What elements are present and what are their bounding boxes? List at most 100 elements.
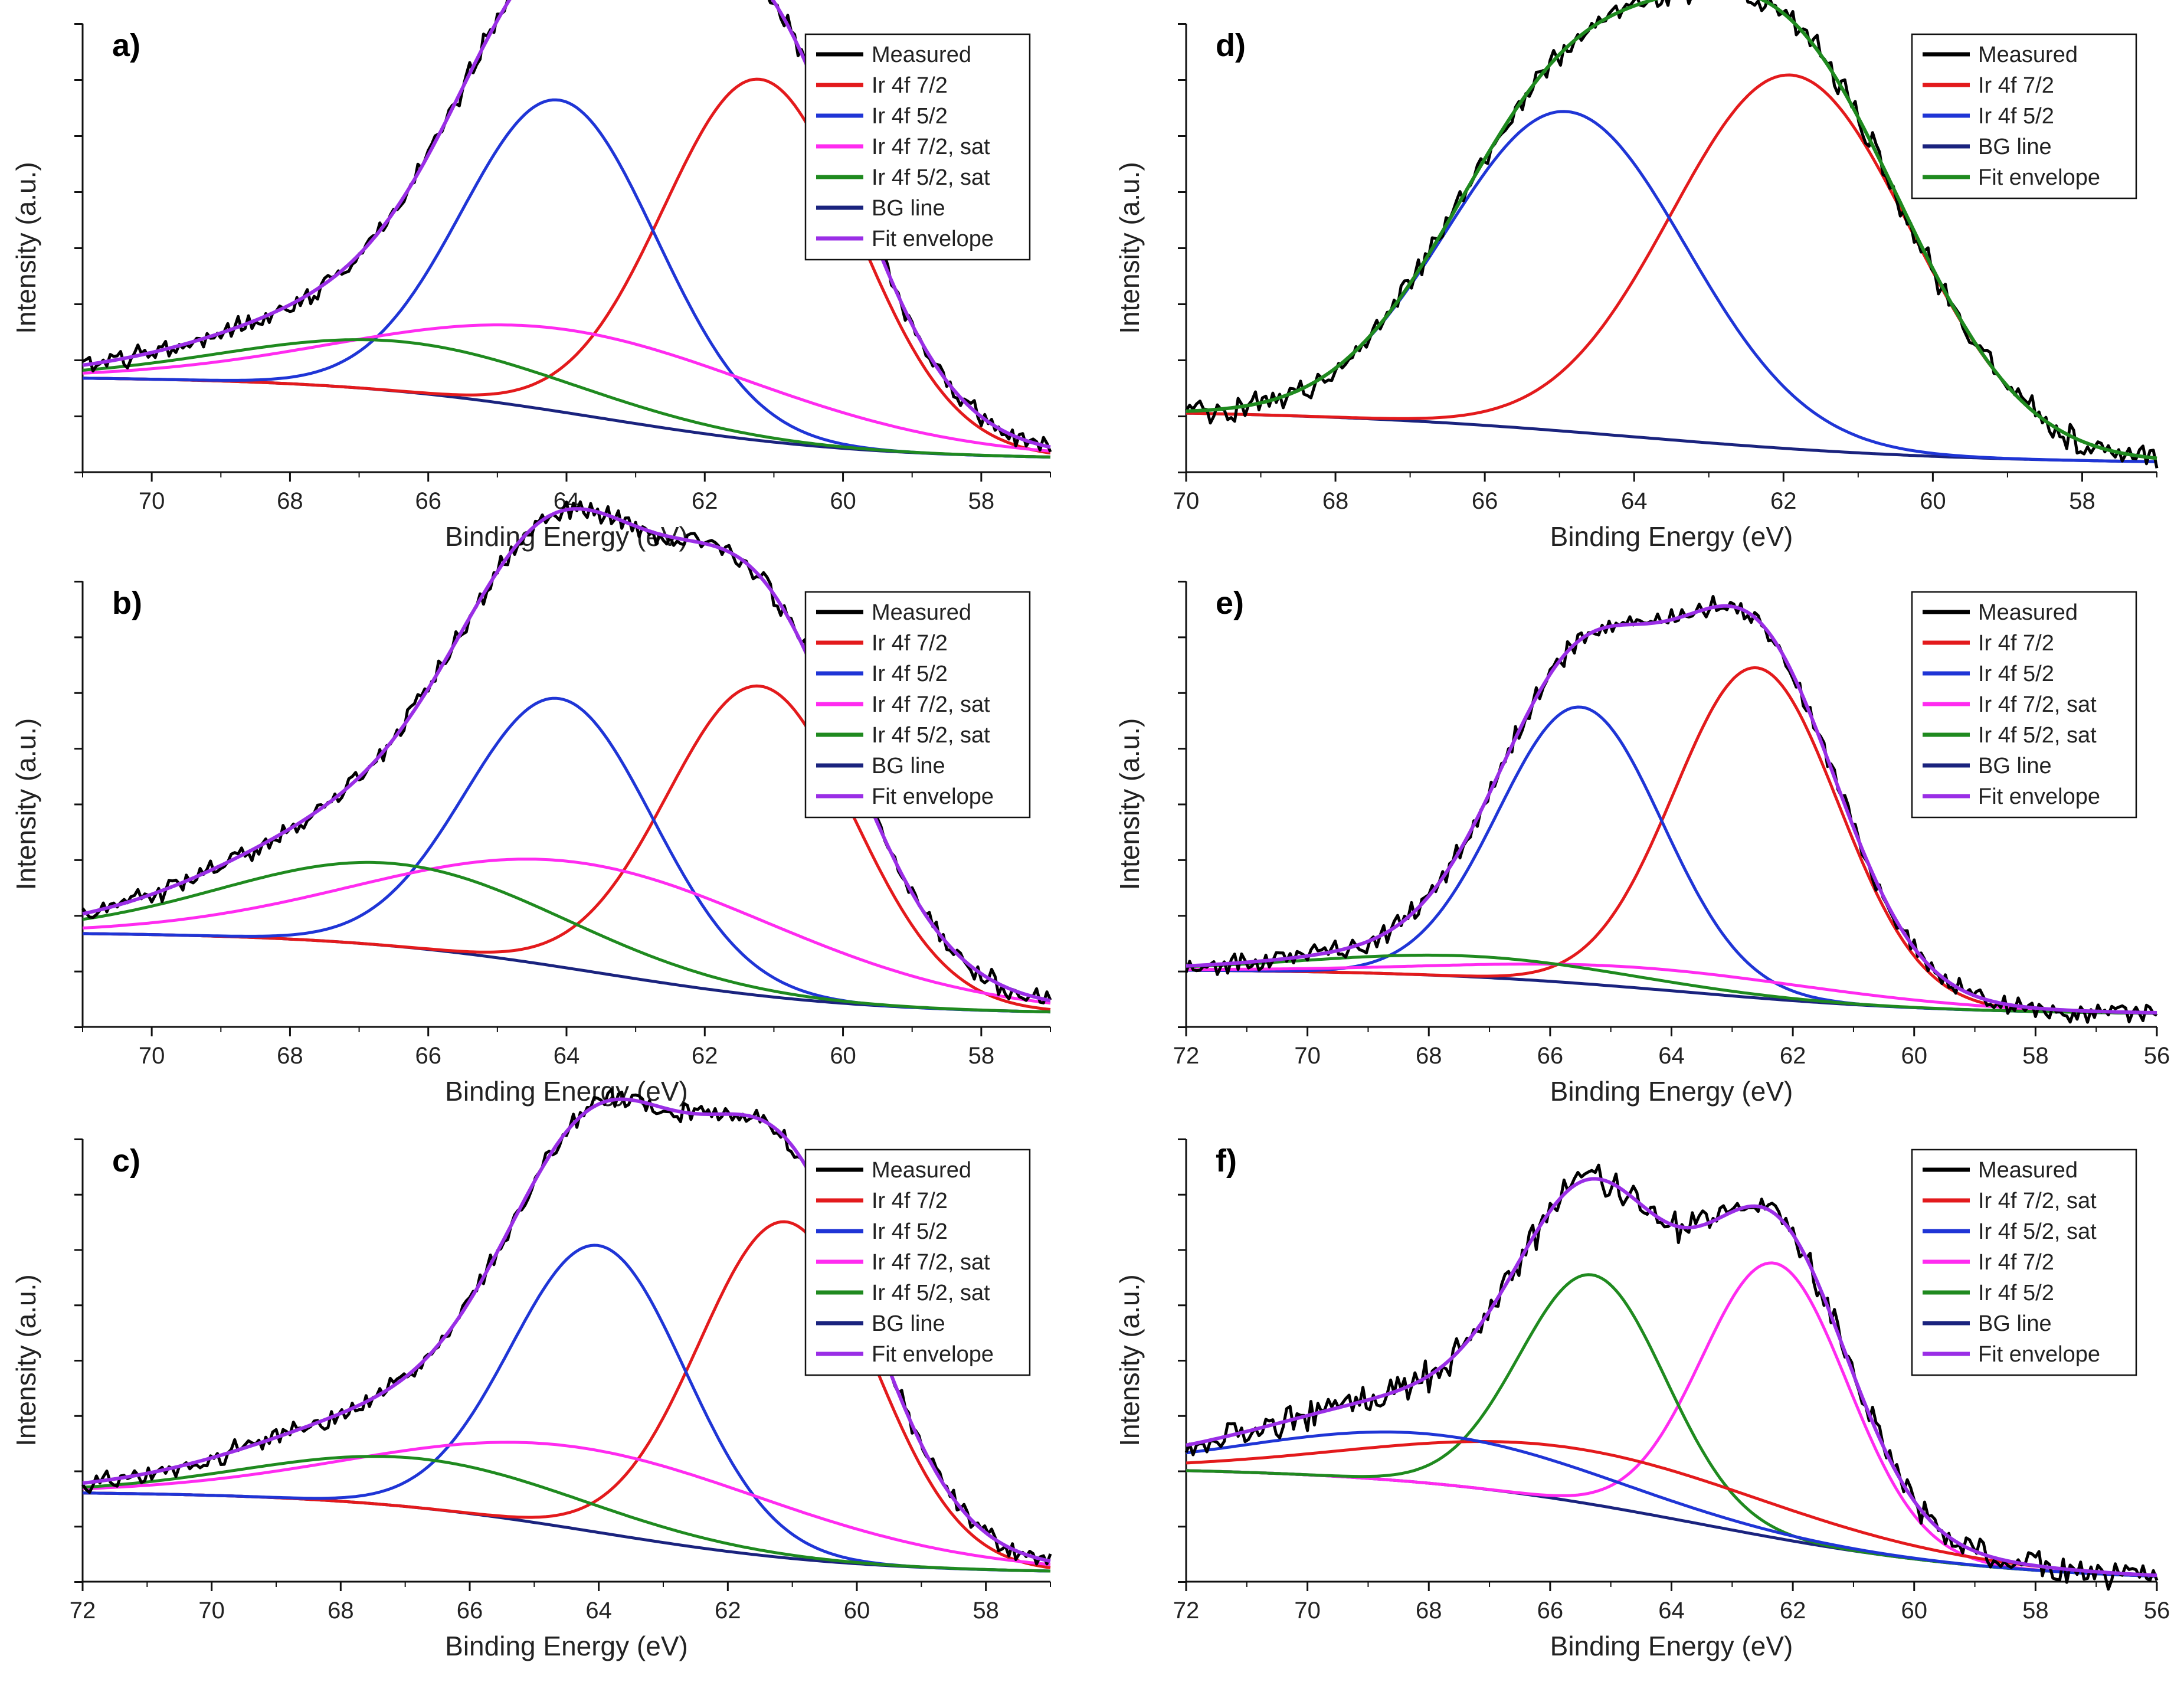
series-ir-4f-7-2 bbox=[82, 77, 1051, 455]
x-tick-label: 62 bbox=[1780, 1043, 1806, 1069]
legend-label: BG line bbox=[1978, 754, 2052, 778]
x-tick-label: 60 bbox=[830, 488, 856, 514]
series-ir-4f-5-2-sat bbox=[1186, 953, 2157, 1015]
series-ir-4f-7-2-sat bbox=[82, 858, 1051, 1005]
panel-label: a) bbox=[112, 28, 140, 63]
series-ir-4f-7-2-sat bbox=[82, 1441, 1051, 1566]
x-axis-title: Binding Energy (eV) bbox=[1550, 521, 1793, 552]
legend-label: Ir 4f 7/2 bbox=[872, 73, 948, 98]
legend-label: BG line bbox=[872, 754, 945, 778]
x-tick-label: 70 bbox=[198, 1598, 225, 1624]
legend-label: Ir 4f 7/2 bbox=[872, 1189, 948, 1213]
y-axis-title: Intensity (a.u.) bbox=[1114, 162, 1145, 333]
legend-label: Ir 4f 5/2 bbox=[872, 1219, 948, 1244]
x-tick-label: 56 bbox=[2144, 1598, 2170, 1624]
legend-label: Ir 4f 7/2, sat bbox=[1978, 1189, 2097, 1213]
series-fit-envelope bbox=[82, 507, 1051, 1003]
x-tick-label: 62 bbox=[1770, 488, 1797, 514]
legend-label: Fit envelope bbox=[1978, 165, 2100, 190]
x-tick-label: 72 bbox=[1173, 1043, 1200, 1069]
y-axis-title: Intensity (a.u.) bbox=[1114, 718, 1145, 890]
legend-label: Measured bbox=[872, 1158, 971, 1183]
x-tick-label: 72 bbox=[70, 1598, 96, 1624]
x-tick-label: 66 bbox=[457, 1598, 483, 1624]
series-ir-4f-5-2-sat bbox=[82, 338, 1051, 459]
legend: Measured Ir 4f 7/2, sat Ir 4f 5/2, sat Ir 4… bbox=[1911, 1148, 2137, 1376]
x-tick-label: 58 bbox=[968, 1043, 995, 1069]
x-tick-label: 68 bbox=[1322, 488, 1349, 514]
legend-label: Ir 4f 5/2, sat bbox=[872, 1281, 990, 1305]
legend-label: Ir 4f 5/2 bbox=[872, 662, 948, 686]
series-ir-4f-7-2-sat bbox=[1186, 1440, 2157, 1577]
x-tick-label: 58 bbox=[973, 1598, 999, 1624]
series-fit-envelope bbox=[1186, 0, 2157, 460]
legend-label: Ir 4f 5/2, sat bbox=[872, 165, 990, 190]
legend-label: Ir 4f 7/2 bbox=[1978, 631, 2054, 656]
x-tick-label: 64 bbox=[1621, 488, 1648, 514]
legend-label: Measured bbox=[1978, 42, 2078, 67]
x-tick-label: 68 bbox=[277, 488, 303, 514]
x-tick-label: 62 bbox=[692, 1043, 718, 1069]
legend-label: Ir 4f 5/2, sat bbox=[1978, 723, 2097, 748]
legend-label: Measured bbox=[872, 600, 971, 625]
legend-label: BG line bbox=[1978, 1311, 2052, 1336]
x-tick-label: 72 bbox=[1173, 1598, 1200, 1624]
x-tick-label: 66 bbox=[1537, 1598, 1564, 1624]
legend-label: Measured bbox=[1978, 600, 2078, 625]
legend-label: Ir 4f 5/2 bbox=[1978, 104, 2054, 129]
x-tick-label: 64 bbox=[554, 1043, 580, 1069]
x-tick-label: 64 bbox=[585, 1598, 612, 1624]
series-bg-line bbox=[82, 377, 1051, 459]
x-tick-label: 68 bbox=[1416, 1598, 1442, 1624]
x-tick-label: 62 bbox=[692, 488, 718, 514]
x-tick-label: 70 bbox=[139, 488, 165, 514]
legend-label: Measured bbox=[872, 42, 971, 67]
x-tick-label: 66 bbox=[415, 1043, 441, 1069]
x-axis-title: Binding Energy (eV) bbox=[445, 521, 688, 552]
panel-label: f) bbox=[1216, 1143, 1237, 1179]
legend-label: Ir 4f 5/2 bbox=[1978, 1281, 2054, 1305]
legend-label: Ir 4f 7/2, sat bbox=[872, 692, 990, 717]
panel-label: e) bbox=[1216, 585, 1244, 621]
x-tick-label: 60 bbox=[1920, 488, 1946, 514]
legend-label: Ir 4f 7/2 bbox=[1978, 1250, 2054, 1275]
x-tick-label: 70 bbox=[1294, 1043, 1321, 1069]
panel-e: 72 70 68 66 64 62 60 58 56 Binding Energy (eV) Int… bbox=[1114, 581, 2170, 1107]
y-axis-title: Intensity (a.u.) bbox=[11, 718, 41, 890]
legend-label: Measured bbox=[1978, 1158, 2078, 1183]
series-bg-line bbox=[82, 1491, 1051, 1573]
panel-b: 70 68 66 64 62 60 58 Binding Energy (eV) Intensi… bbox=[11, 500, 1052, 1107]
y-axis-title: Intensity (a.u.) bbox=[11, 162, 41, 333]
legend: Measured Ir 4f 7/2 Ir 4f 5/2 Ir 4f 7/2, sat… bbox=[804, 1148, 1031, 1376]
legend-label: Ir 4f 7/2 bbox=[1978, 73, 2054, 98]
series-bg-line bbox=[1186, 411, 2157, 463]
series-ir-4f-5-2-sat bbox=[1186, 1430, 2157, 1578]
x-tick-label: 60 bbox=[1901, 1043, 1928, 1069]
x-axis-title: Binding Energy (eV) bbox=[1550, 1631, 1793, 1661]
series-ir-4f-5-2-sat bbox=[82, 1455, 1051, 1573]
x-axis-title: Binding Energy (eV) bbox=[1550, 1076, 1793, 1107]
y-axis-title: Intensity (a.u.) bbox=[11, 1274, 41, 1446]
x-tick-label: 58 bbox=[2069, 488, 2095, 514]
series-fit-envelope bbox=[82, 0, 1051, 449]
legend-label: Ir 4f 7/2, sat bbox=[872, 135, 990, 159]
legend-label: Fit envelope bbox=[872, 1342, 994, 1367]
series-ir-4f-5-2-sat bbox=[82, 860, 1051, 1013]
x-tick-label: 60 bbox=[830, 1043, 856, 1069]
x-tick-label: 62 bbox=[715, 1598, 741, 1624]
series-fit-envelope bbox=[1186, 604, 2157, 1015]
x-tick-label: 64 bbox=[1658, 1043, 1685, 1069]
legend-label: Ir 4f 5/2 bbox=[1978, 662, 2054, 686]
legend-label: Ir 4f 5/2 bbox=[872, 104, 948, 129]
legend-label: Ir 4f 5/2, sat bbox=[1978, 1219, 2097, 1244]
legend: Measured Ir 4f 7/2 Ir 4f 5/2 Ir 4f 7/2, sat… bbox=[804, 591, 1031, 819]
x-tick-label: 58 bbox=[2022, 1043, 2049, 1069]
legend-label: BG line bbox=[872, 196, 945, 221]
legend-label: BG line bbox=[1978, 135, 2052, 159]
x-tick-label: 58 bbox=[2022, 1598, 2049, 1624]
x-tick-label: 56 bbox=[2144, 1043, 2170, 1069]
legend: Measured Ir 4f 7/2 Ir 4f 5/2 Ir 4f 7/2, sat… bbox=[804, 33, 1031, 261]
legend-label: Ir 4f 7/2, sat bbox=[1978, 692, 2097, 717]
x-tick-label: 70 bbox=[1294, 1598, 1321, 1624]
